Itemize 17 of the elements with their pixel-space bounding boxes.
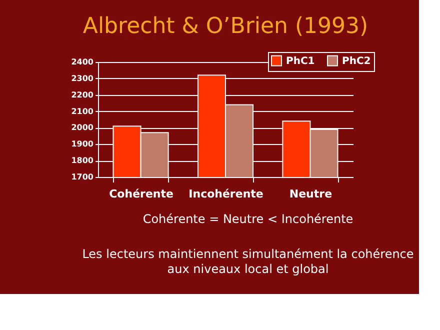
text: Les lecteurs maintiennent simultanément la cohérence [82,247,414,261]
y-tick-label: 1800 [71,156,94,166]
chart-title: Albrecht & O’Brien (1993) [82,14,368,39]
y-tick-label: 2300 [71,74,94,83]
x-tick-label: Neutre [289,188,332,200]
legend-label: PhC2 [342,56,371,67]
y-tick-label: 1900 [71,140,94,149]
x-tick-label: Cohérente [109,188,174,200]
y-tick-label: 2400 [71,58,94,66]
y-tick-label: 2100 [71,106,94,116]
y-tick-label: 1700 [71,172,94,182]
y-tick-label: 2200 [71,90,94,100]
y-tick-label: 2000 [71,123,94,132]
legend-label: PhC1 [286,56,315,67]
text: aux niveaux local et global [167,262,329,276]
text: Cohérente = Neutre < Incohérente [142,212,354,226]
x-tick-label: Incohérente [188,188,264,200]
